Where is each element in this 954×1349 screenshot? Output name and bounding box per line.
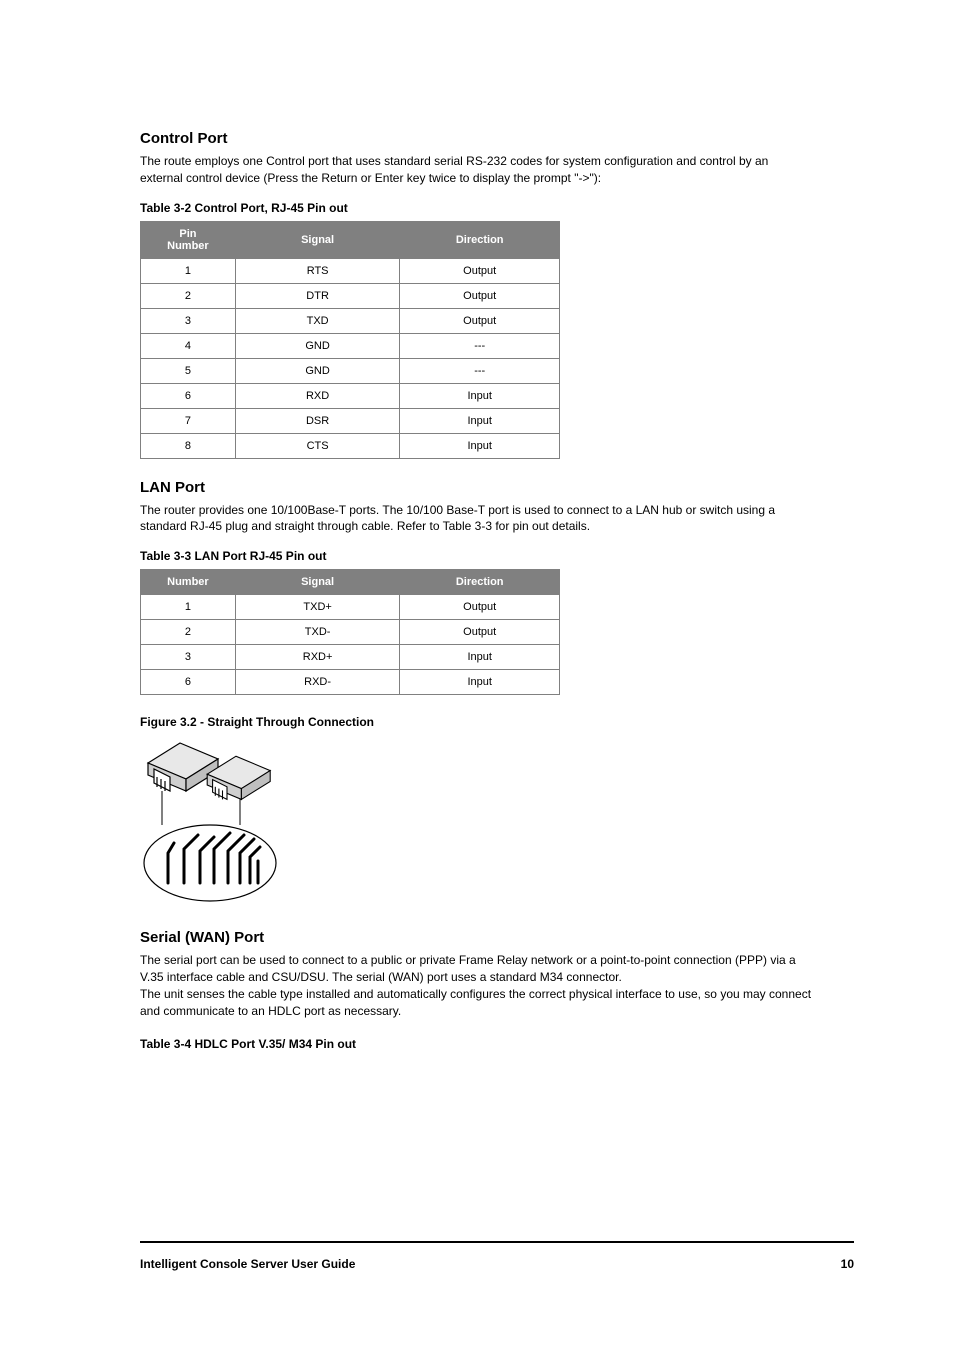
table-cell: TXD <box>235 308 400 333</box>
table2-header-direction: Direction <box>400 570 560 595</box>
table-cell: Input <box>400 383 560 408</box>
table-cell: TXD+ <box>235 595 400 620</box>
table-cell: Output <box>400 258 560 283</box>
table1-header-direction: Direction <box>400 221 560 258</box>
table-cell: 8 <box>141 433 236 458</box>
footer: Intelligent Console Server User Guide 10 <box>140 1257 854 1271</box>
table-cell: Input <box>400 645 560 670</box>
table-row: 5GND--- <box>141 358 560 383</box>
table2-header-signal: Signal <box>235 570 400 595</box>
table-row: 6RXDInput <box>141 383 560 408</box>
serial-port-paragraph: The serial port can be used to connect t… <box>140 952 814 1019</box>
table-cell: RXD- <box>235 670 400 695</box>
table-cell: 5 <box>141 358 236 383</box>
table-cell: CTS <box>235 433 400 458</box>
table1-header-signal: Signal <box>235 221 400 258</box>
table-cell: GND <box>235 358 400 383</box>
table-row: 3RXD+Input <box>141 645 560 670</box>
figure-caption: Figure 3.2 - Straight Through Connection <box>140 715 814 729</box>
figure-connector <box>140 735 310 905</box>
table-cell: 2 <box>141 620 236 645</box>
control-port-heading: Control Port <box>140 130 814 147</box>
table-row: 4GND--- <box>141 333 560 358</box>
table-cell: DTR <box>235 283 400 308</box>
table2-body: 1TXD+Output2TXD-Output3RXD+Input6RXD-Inp… <box>141 595 560 695</box>
table-row: 8CTSInput <box>141 433 560 458</box>
table1-caption: Table 3-2 Control Port, RJ-45 Pin out <box>140 201 814 215</box>
table-cell: DSR <box>235 408 400 433</box>
table-cell: 2 <box>141 283 236 308</box>
table-row: 1RTSOutput <box>141 258 560 283</box>
table-cell: Output <box>400 595 560 620</box>
table-cell: GND <box>235 333 400 358</box>
table2-header-number: Number <box>141 570 236 595</box>
lan-port-table: Number Signal Direction 1TXD+Output2TXD-… <box>140 569 560 695</box>
table-cell: Input <box>400 408 560 433</box>
footer-title: Intelligent Console Server User Guide <box>140 1257 355 1271</box>
table-cell: RXD+ <box>235 645 400 670</box>
control-port-paragraph: The route employs one Control port that … <box>140 153 814 187</box>
table3-caption: Table 3-4 HDLC Port V.35/ M34 Pin out <box>140 1037 814 1051</box>
table-row: 6RXD-Input <box>141 670 560 695</box>
table-cell: 1 <box>141 258 236 283</box>
table-cell: Output <box>400 308 560 333</box>
table-cell: Output <box>400 620 560 645</box>
table-cell: 6 <box>141 383 236 408</box>
table2-caption: Table 3-3 LAN Port RJ-45 Pin out <box>140 549 814 563</box>
serial-port-heading: Serial (WAN) Port <box>140 929 814 946</box>
table-cell: --- <box>400 333 560 358</box>
footer-page-number: 10 <box>841 1257 854 1271</box>
table1-body: 1RTSOutput2DTROutput3TXDOutput4GND---5GN… <box>141 258 560 458</box>
table-cell: --- <box>400 358 560 383</box>
table-cell: Output <box>400 283 560 308</box>
table-cell: 6 <box>141 670 236 695</box>
table-row: 1TXD+Output <box>141 595 560 620</box>
table-cell: Input <box>400 433 560 458</box>
table-row: 2TXD-Output <box>141 620 560 645</box>
table-cell: RXD <box>235 383 400 408</box>
table-row: 7DSRInput <box>141 408 560 433</box>
table-cell: 1 <box>141 595 236 620</box>
lan-port-heading: LAN Port <box>140 479 814 496</box>
table-row: 3TXDOutput <box>141 308 560 333</box>
control-port-table: Pin Number Signal Direction 1RTSOutput2D… <box>140 221 560 459</box>
table-cell: 3 <box>141 645 236 670</box>
footer-rule <box>140 1241 854 1243</box>
table-cell: RTS <box>235 258 400 283</box>
table-cell: 3 <box>141 308 236 333</box>
table-cell: TXD- <box>235 620 400 645</box>
table-cell: 4 <box>141 333 236 358</box>
lan-port-paragraph: The router provides one 10/100Base-T por… <box>140 502 814 536</box>
table-row: 2DTROutput <box>141 283 560 308</box>
page: Control Port The route employs one Contr… <box>0 0 954 1349</box>
table1-header-pin: Pin Number <box>141 221 236 258</box>
connector-illustration <box>140 735 310 905</box>
table-cell: Input <box>400 670 560 695</box>
table-cell: 7 <box>141 408 236 433</box>
